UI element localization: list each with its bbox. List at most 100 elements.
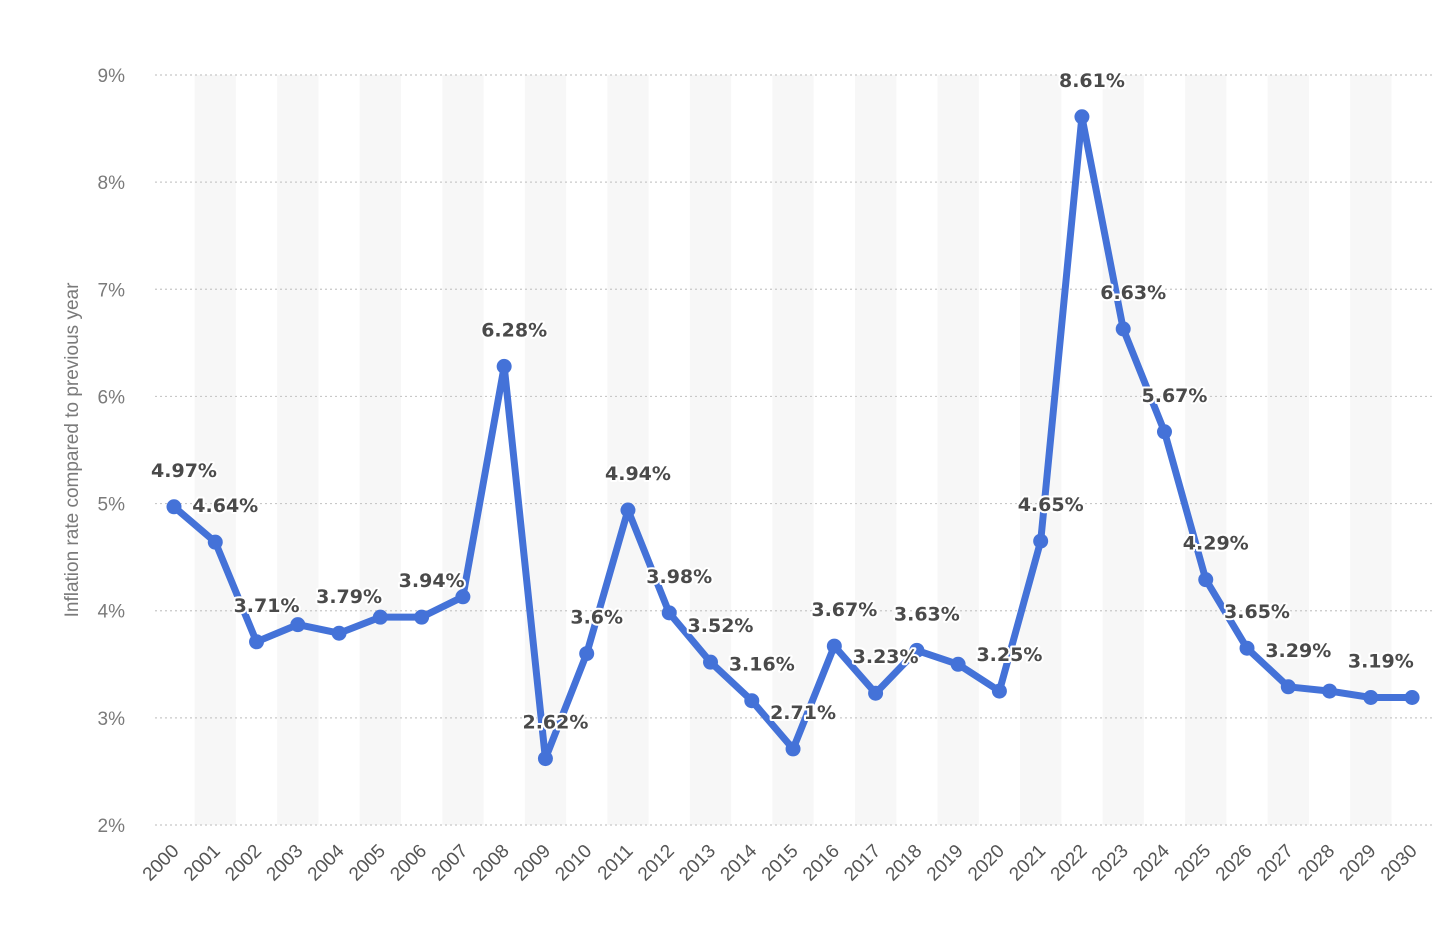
column-band <box>1102 75 1144 825</box>
data-point[interactable] <box>1404 690 1420 705</box>
column-band <box>1020 75 1062 825</box>
x-tick-label: 2013 <box>675 841 720 886</box>
data-point[interactable] <box>1115 321 1131 337</box>
data-label: 4.65% <box>1018 494 1084 516</box>
data-label: 3.23% <box>853 646 919 668</box>
data-point[interactable] <box>455 589 471 605</box>
column-band <box>855 75 897 825</box>
data-point[interactable] <box>207 534 223 550</box>
x-tick-label: 2006 <box>386 841 431 886</box>
x-tick-label: 2005 <box>345 841 390 886</box>
data-label: 3.94% <box>399 570 465 592</box>
column-band <box>524 75 567 825</box>
x-tick-label: 2020 <box>964 841 1009 886</box>
x-tick-label: 2029 <box>1336 841 1381 886</box>
data-point[interactable] <box>785 741 801 757</box>
data-point[interactable] <box>290 617 306 633</box>
data-point[interactable] <box>950 656 966 672</box>
data-point[interactable] <box>496 358 512 374</box>
data-point[interactable] <box>331 625 347 641</box>
data-point[interactable] <box>703 654 719 670</box>
data-point[interactable] <box>1033 533 1049 549</box>
y-tick-label: 5% <box>98 495 126 516</box>
x-tick-label: 2017 <box>840 841 885 886</box>
data-point[interactable] <box>909 642 925 658</box>
y-tick-label: 7% <box>98 280 126 301</box>
y-axis-label: Inflation rate compared to previous year <box>62 282 83 617</box>
data-label: 4.29% <box>1183 533 1249 555</box>
data-label: 3.16% <box>729 654 795 676</box>
x-tick-label: 2015 <box>758 841 803 886</box>
data-label: 4.94% <box>605 463 671 485</box>
data-label: 3.98% <box>646 566 712 588</box>
data-point[interactable] <box>1322 683 1338 699</box>
data-point[interactable] <box>620 502 636 518</box>
x-tick-label: 2027 <box>1253 841 1298 886</box>
x-tick-label: 2001 <box>180 841 225 886</box>
x-tick-label: 2021 <box>1005 841 1050 886</box>
data-point[interactable] <box>991 683 1007 699</box>
data-point[interactable] <box>1198 572 1214 588</box>
data-point[interactable] <box>1363 690 1379 705</box>
y-tick-label: 8% <box>98 173 126 194</box>
y-tick-label: 4% <box>98 602 126 623</box>
column-band <box>359 75 401 825</box>
data-point[interactable] <box>1239 640 1255 656</box>
data-label: 3.6% <box>570 607 623 629</box>
data-point[interactable] <box>868 685 884 701</box>
data-label: 3.63% <box>894 603 960 625</box>
data-point[interactable] <box>744 693 760 709</box>
x-tick-label: 2011 <box>594 841 638 885</box>
y-axis-ticks: 2% 3% 4% 5% 6% 7% 8% 9% <box>98 66 126 837</box>
column-band <box>1185 75 1227 825</box>
column-band <box>1350 75 1392 825</box>
x-tick-label: 2028 <box>1294 841 1339 886</box>
x-tick-label: 2016 <box>799 841 844 886</box>
data-labels: 4.97% 4.64% 3.71% 3.79% 3.94% 6.28% 2.62% 3.6% 4… <box>149 68 1416 736</box>
column-band <box>1267 75 1309 825</box>
x-tick-label: 2025 <box>1171 841 1216 886</box>
data-label: 3.29% <box>1265 640 1331 662</box>
x-tick-label: 2019 <box>923 841 968 886</box>
data-label: 3.65% <box>1224 601 1290 623</box>
x-tick-label: 2007 <box>428 841 473 886</box>
y-tick-label: 9% <box>98 66 126 87</box>
data-point[interactable] <box>372 609 388 625</box>
x-tick-label: 2012 <box>634 841 679 886</box>
data-label: 3.25% <box>976 644 1042 666</box>
data-label: 6.63% <box>1100 282 1166 304</box>
x-tick-label: 2023 <box>1088 841 1133 886</box>
x-tick-label: 2002 <box>221 841 266 886</box>
data-point[interactable] <box>249 634 265 650</box>
data-label: 3.19% <box>1348 651 1414 673</box>
data-label: 3.71% <box>234 595 300 617</box>
data-point[interactable] <box>1074 109 1090 125</box>
data-point[interactable] <box>579 646 595 662</box>
column-band <box>442 75 484 825</box>
column-bands <box>194 75 1392 825</box>
column-band <box>937 75 979 825</box>
data-point[interactable] <box>826 638 842 654</box>
x-tick-label: 2010 <box>551 841 596 886</box>
data-label: 4.97% <box>151 460 217 482</box>
y-tick-label: 3% <box>98 709 126 730</box>
data-point[interactable] <box>166 499 182 515</box>
data-label: 8.61% <box>1059 70 1125 92</box>
data-point[interactable] <box>537 751 553 767</box>
data-point[interactable] <box>1280 679 1296 695</box>
x-tick-label: 2024 <box>1129 840 1174 885</box>
data-points <box>166 109 1420 767</box>
data-label: 3.79% <box>316 586 382 608</box>
data-point[interactable] <box>1156 424 1172 440</box>
data-label: 4.64% <box>192 495 258 517</box>
data-point[interactable] <box>661 605 677 621</box>
data-label: 3.52% <box>688 615 754 637</box>
column-band <box>277 75 319 825</box>
data-point[interactable] <box>414 609 430 625</box>
column-band <box>772 75 814 825</box>
x-axis-ticks: 2000200120022003200420052006200720082009… <box>139 840 1422 885</box>
column-band <box>194 75 236 825</box>
x-tick-label: 2009 <box>510 841 555 886</box>
